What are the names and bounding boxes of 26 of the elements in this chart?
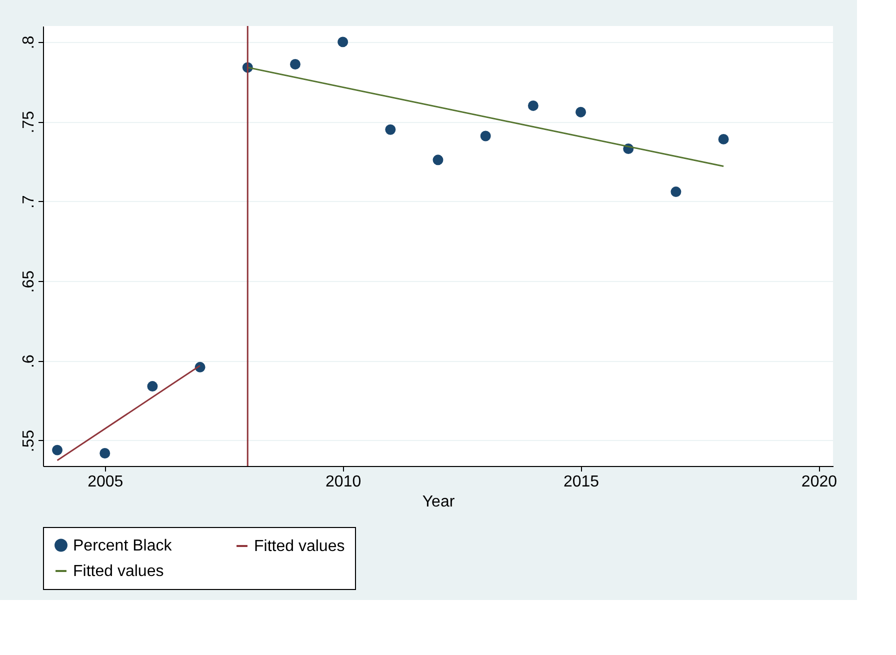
y-tick-label: .8 [20,36,38,50]
point [338,36,348,48]
point [528,100,538,111]
y-tick-label: .65 [20,270,38,293]
point [432,154,444,166]
y-tick-label: .55 [20,430,38,452]
point [480,130,491,142]
x-tick-label: 2020 [801,474,838,490]
x-tick-label: 2005 [88,474,124,490]
point [718,134,729,144]
point [52,444,63,456]
y-tick-label: .75 [20,110,38,134]
point [290,59,300,70]
point [147,381,158,392]
point [100,448,110,458]
legend-label: Percent Black [73,537,173,554]
legend-label: Fitted values [254,538,345,555]
point [576,106,586,118]
x-tick-label: 2010 [326,474,362,490]
y-tick-label: .7 [20,195,38,209]
point [385,124,396,135]
x-tick-label: 2015 [563,474,600,490]
x-axis-title: Year [422,494,456,510]
y-tick-label: .6 [20,354,38,368]
legend-label: Fitted values [73,563,164,580]
point [670,186,682,198]
